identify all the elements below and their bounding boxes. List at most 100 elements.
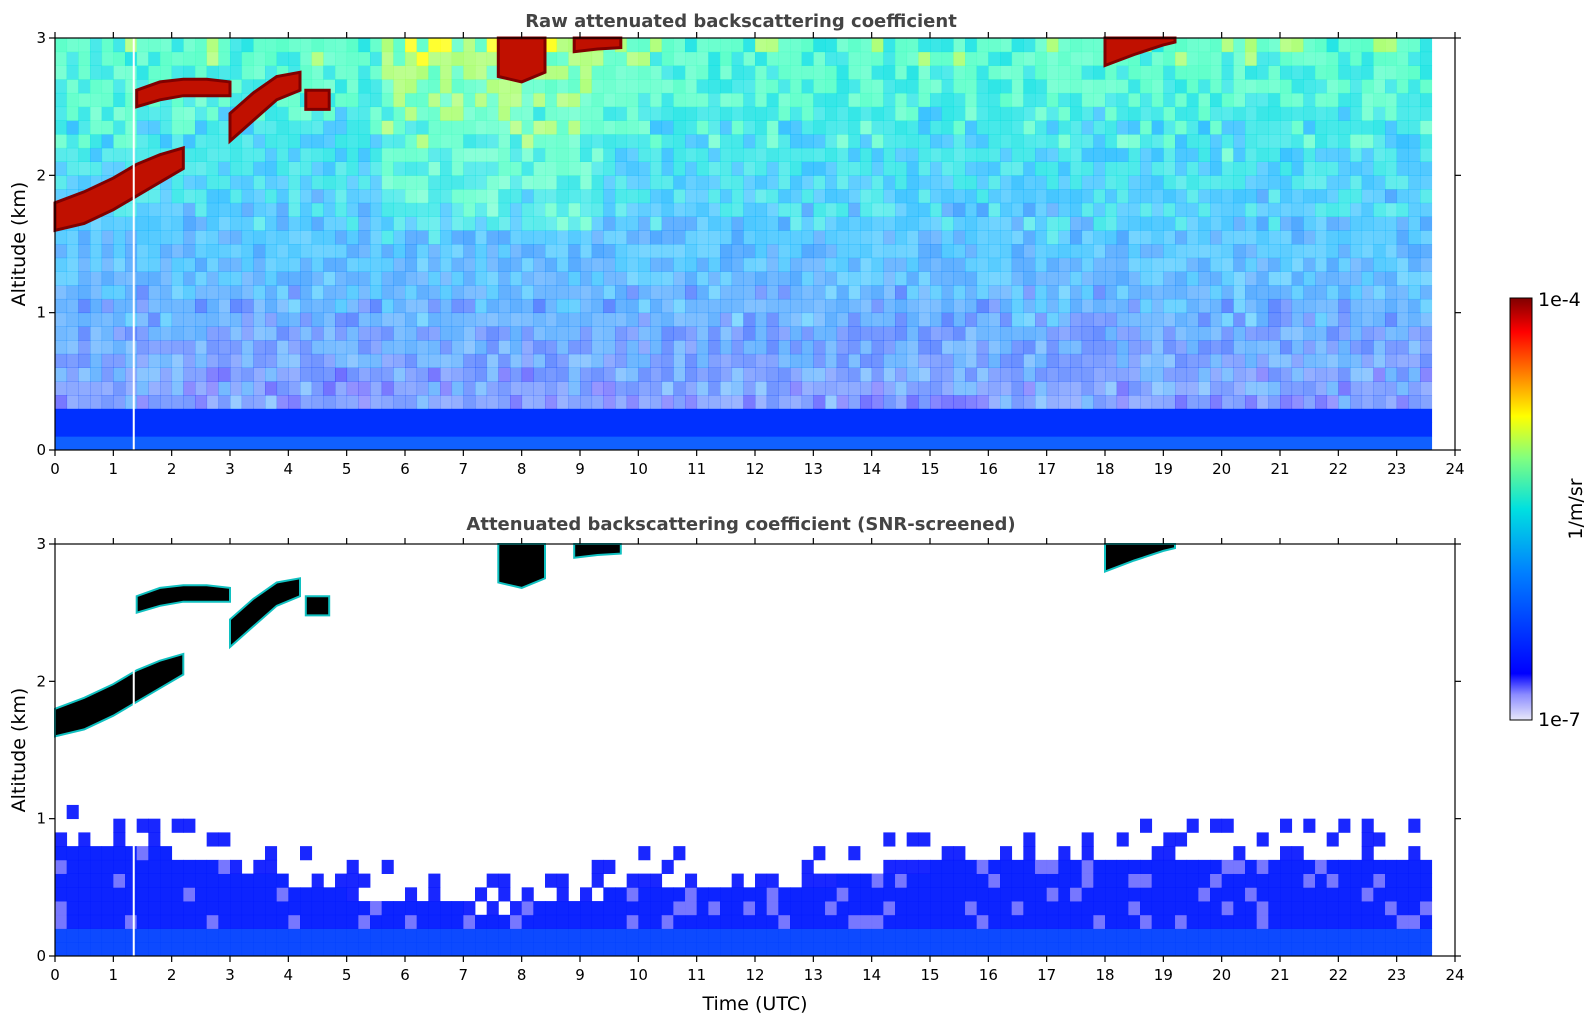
heatmap-cell xyxy=(160,859,173,874)
heatmap-cell xyxy=(988,298,1001,314)
heatmap-cell xyxy=(1280,257,1293,272)
heatmap-cell xyxy=(521,298,534,314)
heatmap-cell xyxy=(451,92,464,108)
heatmap-cell xyxy=(1373,147,1386,162)
heatmap-cell xyxy=(696,422,709,437)
heatmap-cell xyxy=(545,175,558,190)
heatmap-cell xyxy=(1315,873,1328,888)
heatmap-cell xyxy=(1408,422,1421,437)
heatmap-cell xyxy=(1315,901,1328,916)
heatmap-cell xyxy=(930,326,943,341)
heatmap-cell xyxy=(1373,65,1386,80)
heatmap-cell xyxy=(311,244,324,259)
heatmap-cell xyxy=(1256,326,1269,341)
heatmap-cell xyxy=(1093,436,1106,451)
heatmap-cell xyxy=(661,257,674,272)
heatmap-cell xyxy=(183,161,196,176)
heatmap-cell xyxy=(626,202,639,217)
heatmap-cell xyxy=(171,202,184,217)
heatmap-cell xyxy=(300,408,313,423)
heatmap-cell xyxy=(1175,202,1188,217)
heatmap-cell xyxy=(276,408,289,423)
heatmap-cell xyxy=(335,189,348,204)
heatmap-cell xyxy=(953,79,966,94)
heatmap-cell xyxy=(440,271,453,286)
heatmap-cell xyxy=(1326,928,1339,943)
heatmap-cell xyxy=(1140,285,1153,300)
heatmap-cell xyxy=(346,873,359,888)
heatmap-cell xyxy=(358,395,371,410)
heatmap-cell xyxy=(953,161,966,176)
heatmap-cell xyxy=(206,381,219,396)
heatmap-cell xyxy=(1023,408,1036,423)
heatmap-cell xyxy=(941,244,954,259)
heatmap-cell xyxy=(148,244,161,259)
heatmap-cell xyxy=(195,326,208,341)
heatmap-cell xyxy=(731,175,744,190)
heatmap-cell xyxy=(475,312,488,327)
heatmap-cell xyxy=(1210,216,1223,231)
heatmap-cell xyxy=(230,147,243,162)
heatmap-cell xyxy=(1291,189,1304,204)
heatmap-cell xyxy=(1011,257,1024,272)
heatmap-cell xyxy=(568,189,581,204)
heatmap-cell xyxy=(323,408,336,423)
heatmap-cell xyxy=(650,408,663,423)
heatmap-cell xyxy=(720,887,733,902)
heatmap-cell xyxy=(253,161,266,176)
heatmap-cell xyxy=(603,928,616,943)
heatmap-cell xyxy=(953,271,966,286)
heatmap-cell xyxy=(183,120,196,135)
heatmap-cell xyxy=(276,381,289,396)
heatmap-cell xyxy=(906,942,919,957)
heatmap-cell xyxy=(731,381,744,396)
heatmap-cell xyxy=(405,134,418,149)
heatmap-cell xyxy=(218,175,231,190)
heatmap-cell xyxy=(615,257,628,272)
heatmap-cell xyxy=(1385,175,1398,190)
heatmap-cell xyxy=(1385,285,1398,300)
heatmap-cell xyxy=(860,161,873,176)
heatmap-cell xyxy=(451,408,464,423)
heatmap-cell xyxy=(218,832,231,847)
heatmap-cell xyxy=(358,901,371,916)
heatmap-cell xyxy=(1315,271,1328,286)
heatmap-cell xyxy=(230,942,243,957)
heatmap-cell xyxy=(1151,887,1164,902)
heatmap-cell xyxy=(685,340,698,355)
heatmap-cell xyxy=(778,51,791,66)
heatmap-cell xyxy=(1245,367,1258,382)
heatmap-cell xyxy=(171,422,184,437)
heatmap-cell xyxy=(1011,189,1024,204)
heatmap-cell xyxy=(451,285,464,300)
heatmap-cell xyxy=(486,202,499,217)
heatmap-cell xyxy=(533,312,546,327)
heatmap-cell xyxy=(463,38,476,53)
heatmap-cell xyxy=(1350,298,1363,314)
heatmap-cell xyxy=(1315,340,1328,355)
heatmap-cell xyxy=(370,202,383,217)
heatmap-cell xyxy=(66,942,79,957)
heatmap-cell xyxy=(848,436,861,451)
heatmap-cell xyxy=(1373,161,1386,176)
heatmap-cell xyxy=(183,65,196,80)
heatmap-cell xyxy=(521,381,534,396)
heatmap-cell xyxy=(358,92,371,108)
heatmap-cell xyxy=(1233,38,1246,53)
heatmap-cell xyxy=(486,340,499,355)
heatmap-cell xyxy=(381,106,394,121)
heatmap-cell xyxy=(1186,202,1199,217)
heatmap-cell xyxy=(813,942,826,957)
heatmap-cell xyxy=(1000,285,1013,300)
heatmap-cell xyxy=(1385,134,1398,149)
heatmap-cell xyxy=(650,147,663,162)
heatmap-cell xyxy=(825,38,838,53)
heatmap-cell xyxy=(253,134,266,149)
heatmap-cell xyxy=(545,271,558,286)
heatmap-cell xyxy=(1070,408,1083,423)
heatmap-cell xyxy=(206,285,219,300)
heatmap-cell xyxy=(323,120,336,135)
heatmap-cell xyxy=(825,326,838,341)
heatmap-cell xyxy=(416,367,429,382)
heatmap-cell xyxy=(603,901,616,916)
